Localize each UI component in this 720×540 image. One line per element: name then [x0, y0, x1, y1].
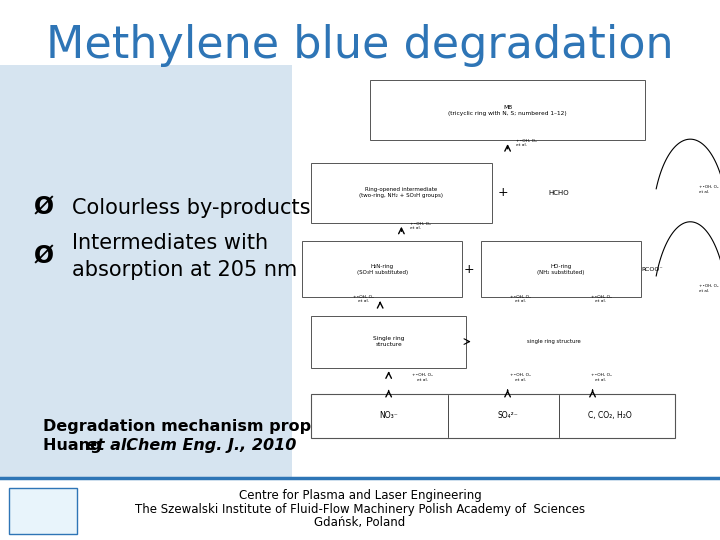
FancyBboxPatch shape: [9, 488, 77, 534]
Text: +•OH, O₃
et al.: +•OH, O₃ et al.: [353, 295, 374, 303]
Text: IMP: IMP: [30, 497, 56, 510]
FancyBboxPatch shape: [481, 241, 641, 298]
Text: C, CO₂, H₂O: C, CO₂, H₂O: [588, 411, 631, 421]
Text: +•OH, O₃
et al.: +•OH, O₃ et al.: [590, 295, 611, 303]
FancyBboxPatch shape: [311, 163, 492, 223]
Text: RCOO⁻: RCOO⁻: [642, 267, 663, 272]
Text: Centre for Plasma and Laser Engineering: Centre for Plasma and Laser Engineering: [238, 489, 482, 502]
Text: +•OH, O₃
et al.: +•OH, O₃ et al.: [410, 221, 431, 230]
Text: +: +: [498, 186, 508, 199]
FancyBboxPatch shape: [370, 80, 645, 140]
FancyBboxPatch shape: [311, 315, 467, 368]
Text: PAN: PAN: [34, 515, 53, 524]
Text: HO-ring
(NH₂ substituted): HO-ring (NH₂ substituted): [537, 264, 585, 275]
Text: +: +: [464, 263, 474, 276]
Text: Colourless by-products: Colourless by-products: [72, 198, 310, 218]
Text: Ring-opened intermediate
(two-ring, NH₂ + SO₃H groups): Ring-opened intermediate (two-ring, NH₂ …: [359, 187, 444, 199]
Text: Single ring
structure: Single ring structure: [373, 336, 405, 347]
FancyBboxPatch shape: [0, 65, 292, 478]
Text: Intermediates with
absorption at 205 nm: Intermediates with absorption at 205 nm: [72, 233, 297, 280]
Text: +•OH, O₃
et al.: +•OH, O₃ et al.: [510, 295, 531, 303]
Text: single ring structure: single ring structure: [528, 339, 581, 344]
Text: MB
(tricyclic ring with N, S; numbered 1–12): MB (tricyclic ring with N, S; numbered 1…: [449, 105, 567, 116]
Text: SO₄²⁻: SO₄²⁻: [498, 411, 518, 421]
Text: +•OH, O₃
et al.: +•OH, O₃ et al.: [510, 373, 531, 382]
Text: +•OH, O₃
et al.: +•OH, O₃ et al.: [698, 185, 719, 194]
Text: +•OH, O₃
et al.: +•OH, O₃ et al.: [413, 373, 433, 382]
Text: HCHO: HCHO: [548, 190, 569, 196]
Text: Ø: Ø: [33, 196, 53, 220]
Text: NO₃⁻: NO₃⁻: [379, 411, 398, 421]
Text: Ø: Ø: [33, 245, 53, 268]
FancyBboxPatch shape: [311, 394, 675, 438]
FancyBboxPatch shape: [302, 241, 462, 298]
Text: H₂N-ring
(SO₃H substituted): H₂N-ring (SO₃H substituted): [356, 264, 408, 275]
Text: et al.: et al.: [86, 438, 133, 453]
Text: Degradation mechanism proposed by: Degradation mechanism proposed by: [43, 419, 382, 434]
Text: The Szewalski Institute of Fluid-Flow Machinery Polish Academy of  Sciences: The Szewalski Institute of Fluid-Flow Ma…: [135, 503, 585, 516]
Text: Huang: Huang: [43, 438, 107, 453]
Text: Gdańsk, Poland: Gdańsk, Poland: [315, 516, 405, 529]
Text: +•OH, O₃
et al.: +•OH, O₃ et al.: [590, 373, 611, 382]
Text: +•OH, O₃
et al.: +•OH, O₃ et al.: [516, 139, 537, 147]
Text: +•OH, O₃
et al.: +•OH, O₃ et al.: [698, 285, 719, 293]
Text: Methylene blue degradation: Methylene blue degradation: [46, 24, 674, 68]
Text: Chem Eng. J., 2010: Chem Eng. J., 2010: [115, 438, 297, 453]
